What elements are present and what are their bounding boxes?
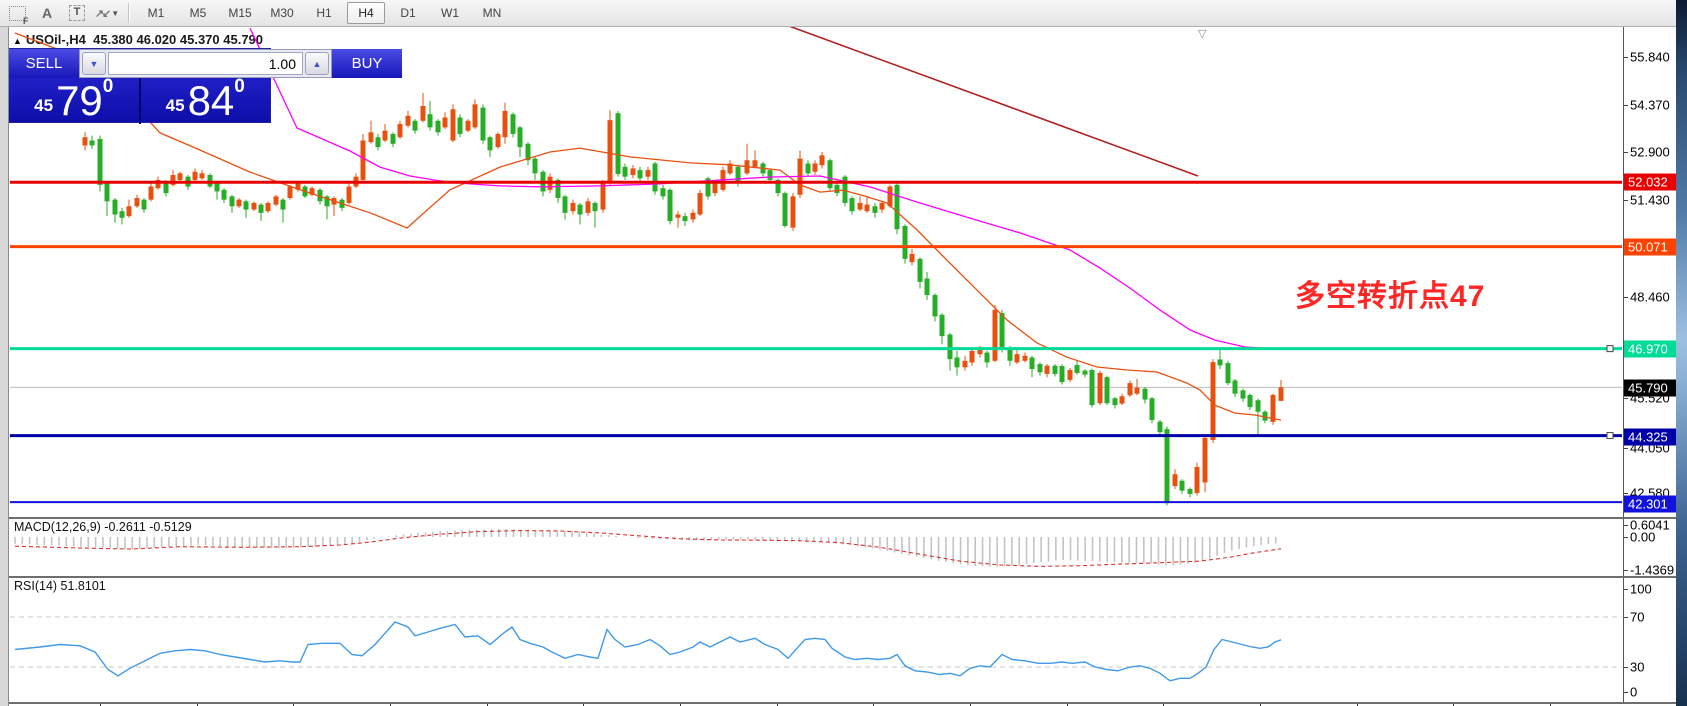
symbol-marker-icon: ▲ [13,36,22,46]
fibonacci-icon[interactable]: F [4,2,30,26]
axis-tick-mark [1623,105,1628,106]
axis-tick-label: 48.460 [1630,289,1670,305]
timeframe-h4-button[interactable]: H4 [347,2,385,24]
axis-tick-label: 100 [1630,581,1652,597]
timeframe-buttons: M1 M5 M15 M30 H1 H4 D1 W1 MN [135,2,513,24]
time-axis-tick [197,702,198,706]
time-axis-tick [1453,702,1454,706]
rsi-line [14,621,1282,682]
macd-signal-line [14,530,1282,567]
title-ohlc: 45.380 46.020 45.370 45.790 [93,32,264,47]
volume-input[interactable] [108,52,303,75]
bid-price[interactable]: 45 79 0 [9,77,141,124]
rsi-panel-separator [8,576,1676,578]
time-axis-tick [970,702,971,706]
volume-decrease-button[interactable]: ▼ [82,52,106,75]
window-right-edge [1676,0,1687,706]
toolbar: F A T ↗↙ ▼ M1 M5 M15 M30 H1 H4 D1 W1 MN [0,0,1687,27]
axis-tick-label: 0.00 [1630,529,1656,545]
axis-tick-label: 30 [1630,659,1645,675]
time-axis-tick [100,702,101,706]
price-badge: 42.301 [1624,495,1676,513]
time-axis-tick [680,702,681,706]
axis-tick-label: 0.6041 [1630,517,1670,533]
window-left-edge [0,26,9,706]
axis-tick-mark [1623,57,1628,58]
time-axis-tick [1067,702,1068,706]
axis-tick-mark [1623,297,1628,298]
axis-tick-label: 52.900 [1630,144,1670,160]
price-badge: 44.325 [1624,428,1676,446]
axis-tick-mark [1623,537,1628,538]
timeframe-m30-button[interactable]: M30 [270,6,294,20]
time-axis-separator [8,702,1676,704]
axis-tick-mark [1623,493,1628,494]
rsi-label: RSI(14) 51.8101 [14,579,106,593]
volume-increase-button[interactable]: ▲ [305,52,329,75]
ask-price[interactable]: 45 84 0 [165,76,245,124]
timeframe-h1-button[interactable]: H1 [316,6,332,20]
text-label-icon[interactable]: T [64,2,90,24]
axis-tick-label: 54.370 [1630,97,1670,113]
axis-tick-label: 51.430 [1630,192,1670,208]
chart-annotation-text: 多空转折点47 [1295,280,1486,313]
axis-tick-mark [1623,200,1628,201]
text-a-icon[interactable]: A [41,5,53,21]
axis-tick-mark [1623,398,1628,399]
axis-tick-mark [1623,525,1628,526]
time-axis-tick [487,702,488,706]
arrows-tool-icon[interactable]: ↗↙ ▼ [94,7,120,20]
timeframe-d1-button[interactable]: D1 [400,6,416,20]
timeframe-mn-button[interactable]: MN [482,6,502,20]
time-axis-tick [1260,702,1261,706]
axis-tick-mark [1623,667,1628,668]
axis-tick-label: -1.4369 [1630,562,1675,578]
timeframe-m15-button[interactable]: M15 [228,6,252,20]
sell-button[interactable]: SELL [9,49,79,78]
chart-title: ▲ USOil-,H4 45.380 46.020 45.370 45.790 [13,32,263,47]
price-badge: 46.970 [1624,340,1676,358]
timeframe-w1-button[interactable]: W1 [441,6,459,20]
time-axis-tick [1357,702,1358,706]
macd-layer [14,528,1282,567]
chevron-down-icon: ▼ [111,8,120,18]
toolbar-separator [128,3,130,23]
axis-tick-label: 55.840 [1630,49,1670,65]
volume-control: ▼ ▲ [79,49,332,78]
axis-tick-label: 70 [1630,609,1645,625]
chart-shift-marker-icon[interactable]: ▽ [1198,28,1207,40]
timeframe-m5-button[interactable]: M5 [189,6,207,20]
macd-label: MACD(12,26,9) -0.2611 -0.5129 [14,520,192,534]
time-axis-tick [583,702,584,706]
time-axis-tick [873,702,874,706]
time-axis-tick [1550,702,1551,706]
macd-panel-separator [8,517,1676,519]
time-axis-tick [777,702,778,706]
price-axis-border [1623,27,1624,703]
price-badge: 50.071 [1624,238,1676,256]
axis-tick-mark [1623,692,1628,693]
rsi-layer [10,616,1622,682]
axis-tick-mark [1623,152,1628,153]
symbol-name: USOil-,H4 [25,32,86,47]
time-axis-tick [1163,702,1164,706]
axis-tick-mark [1623,570,1628,571]
axis-tick-label: 0 [1630,684,1638,700]
timeframe-m1-button[interactable]: M1 [147,6,165,20]
time-axis-tick [293,702,294,706]
price-badge: 52.032 [1624,173,1676,191]
buy-button[interactable]: BUY [332,49,402,78]
axis-tick-mark [1623,617,1628,618]
axis-tick-mark [1623,589,1628,590]
time-axis-tick [390,702,391,706]
axis-tick-mark [1623,448,1628,449]
price-badge: 45.790 [1624,379,1676,397]
